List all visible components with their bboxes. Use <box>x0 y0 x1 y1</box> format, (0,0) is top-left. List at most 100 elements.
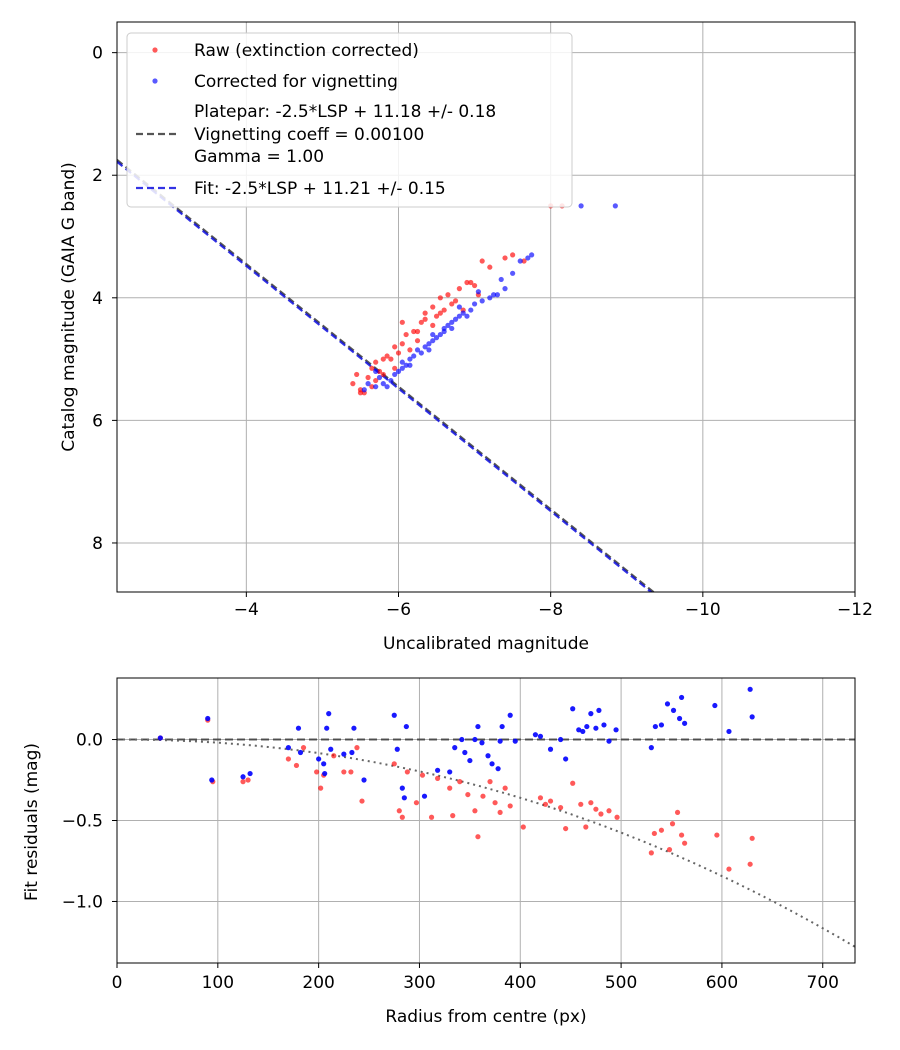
raw-residual-point <box>648 850 654 856</box>
corrected-residual-point <box>295 725 302 731</box>
raw-residual-point <box>472 808 478 814</box>
raw-residual-point <box>537 795 544 801</box>
corrected-residual-point <box>328 746 334 752</box>
corrected-residual-point <box>326 711 332 717</box>
corrected-point <box>445 322 451 328</box>
raw-residual-point <box>404 769 410 775</box>
raw-residual-point <box>245 777 251 783</box>
corrected-point <box>491 292 497 298</box>
raw-point <box>403 331 409 338</box>
top-y-tick-label: 8 <box>92 534 103 554</box>
raw-residual-point <box>507 803 513 809</box>
raw-residual-point <box>714 832 720 838</box>
raw-point <box>399 341 405 347</box>
corrected-residual-point <box>403 723 409 730</box>
bottom-y-tick-label: 0.0 <box>76 731 103 751</box>
corrected-point <box>452 316 459 322</box>
corrected-point <box>399 365 405 371</box>
raw-point <box>350 381 356 387</box>
raw-point <box>449 301 455 307</box>
corrected-residual-point <box>613 727 619 733</box>
corrected-residual-point <box>285 745 291 751</box>
corrected-residual-point <box>497 738 503 744</box>
top-x-tick-label: −8 <box>538 600 563 620</box>
raw-point <box>373 377 379 384</box>
corrected-point <box>422 344 428 350</box>
corrected-residual-point <box>157 735 163 741</box>
legend-platepar-line-3: Gamma = 1.00 <box>194 147 324 167</box>
corrected-point <box>414 347 421 353</box>
top-x-tick-label: −4 <box>234 600 259 620</box>
legend-box <box>126 32 573 208</box>
raw-residual-point <box>682 840 688 846</box>
corrected-residual-point <box>601 722 607 728</box>
corrected-point <box>510 270 516 276</box>
raw-point <box>521 258 527 264</box>
corrected-residual-point <box>467 757 473 764</box>
corrected-point <box>430 338 436 344</box>
top-axis-ticks: −4 −6 −8 −10 −12 0 2 4 6 8 <box>92 44 873 620</box>
top-fit-lines <box>117 159 656 592</box>
raw-residual-point <box>285 756 291 762</box>
bottom-x-tick-label: 0 <box>112 973 123 993</box>
legend-raw-marker <box>152 47 158 53</box>
corrected-residual-point <box>712 702 718 709</box>
corrected-residual-point <box>435 767 441 773</box>
top-y-tick-label: 2 <box>92 166 103 186</box>
bottom-x-tick-label: 400 <box>504 973 536 993</box>
corrected-point <box>456 304 462 310</box>
corrected-residual-point <box>479 740 485 746</box>
corrected-point <box>464 313 470 319</box>
corrected-residual-point <box>558 736 564 743</box>
raw-point <box>452 298 459 304</box>
corrected-point <box>479 298 485 304</box>
top-scatter-points <box>350 203 618 396</box>
raw-point <box>369 365 375 371</box>
corrected-residual-point <box>547 746 554 752</box>
raw-residual-point <box>678 832 685 838</box>
corrected-point <box>430 331 436 338</box>
corrected-residual-point <box>499 723 505 730</box>
raw-residual-point <box>593 806 599 812</box>
raw-residual-point <box>300 745 307 751</box>
corrected-residual-point <box>749 714 755 720</box>
top-y-tick-label: 6 <box>92 411 103 431</box>
corrected-residual-point <box>351 725 357 731</box>
corrected-point <box>460 310 466 316</box>
raw-point <box>430 304 436 310</box>
corrected-residual-point <box>452 745 458 751</box>
corrected-residual-point <box>321 761 327 767</box>
corrected-residual-point <box>664 701 671 707</box>
raw-residual-point <box>435 775 441 781</box>
corrected-point <box>502 286 508 292</box>
raw-residual-point <box>359 798 365 804</box>
corrected-residual-point <box>240 774 246 780</box>
bottom-x-tick-label: 700 <box>807 973 839 993</box>
corrected-residual-point <box>324 725 330 731</box>
corrected-point <box>449 319 455 325</box>
corrected-residual-point <box>584 723 590 730</box>
corrected-residual-point <box>670 707 677 713</box>
legend-corrected-marker <box>152 78 158 84</box>
raw-residual-point <box>480 793 486 799</box>
bottom-x-tick-label: 200 <box>302 973 334 993</box>
raw-residual-point <box>502 785 508 791</box>
corrected-residual-point <box>678 694 685 701</box>
raw-point <box>502 255 508 261</box>
corrected-point <box>399 359 405 365</box>
raw-residual-point <box>598 811 604 817</box>
corrected-residual-point <box>399 785 405 791</box>
raw-residual-point <box>563 825 569 832</box>
corrected-residual-point <box>563 756 569 762</box>
corrected-residual-point <box>747 686 753 692</box>
raw-point <box>376 368 383 374</box>
raw-residual-point <box>348 769 354 775</box>
raw-residual-point <box>558 804 564 811</box>
raw-residual-point <box>331 753 337 759</box>
raw-point <box>388 356 394 362</box>
corrected-residual-point <box>537 733 544 739</box>
raw-residual-point <box>666 847 673 853</box>
corrected-point <box>411 353 417 359</box>
raw-point <box>365 374 371 381</box>
